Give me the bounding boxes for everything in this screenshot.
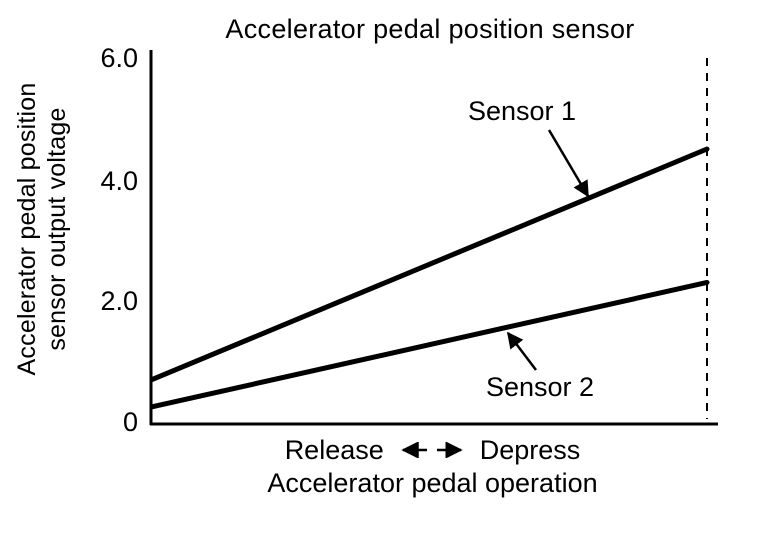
release-label: Release [284,434,384,465]
x-axis-label: Accelerator pedal operation [267,468,598,498]
series-line-sensor-1 [149,146,710,383]
series-line-sensor-2 [149,279,710,410]
double-headed-arrow-icon [401,442,463,458]
chart-title: Accelerator pedal position sensor [225,14,635,44]
depress-label: Depress [479,434,581,465]
y-tick-2: 2.0 [100,286,138,316]
y-tick-4: 4.0 [100,166,138,196]
series-label-sensor-2: Sensor 2 [486,372,595,402]
y-tick-6: 6.0 [100,43,138,73]
series-lines-group [149,146,710,410]
y-tick-0: 0 [122,407,138,437]
x-operation-annotation: Release Depress [150,434,715,466]
sensor1-annotation-arrow [547,129,590,198]
sensor2-annotation-arrow [507,331,537,371]
series-label-sensor-1: Sensor 1 [468,96,577,126]
